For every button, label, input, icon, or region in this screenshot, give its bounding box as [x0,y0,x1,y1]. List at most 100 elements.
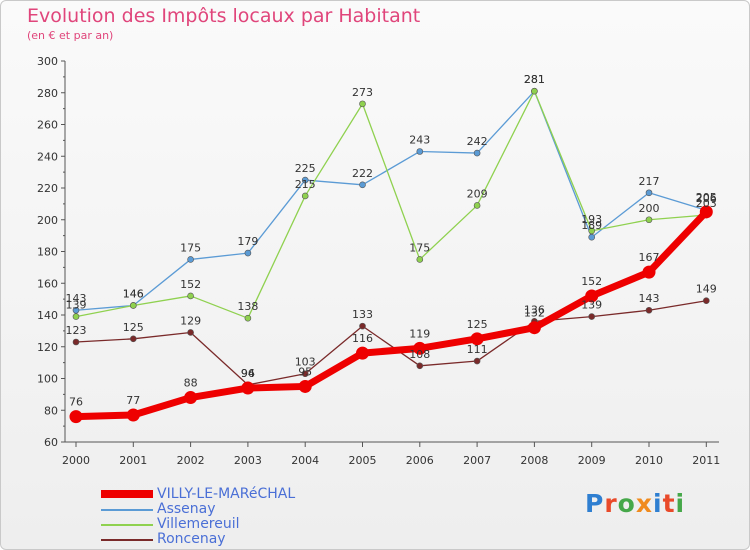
legend-label: VILLY-LE-MARéCHAL [157,486,296,502]
data-label: 111 [467,343,488,356]
data-label: 123 [66,324,87,337]
y-tick-label: 140 [37,309,58,322]
y-tick-label: 300 [37,55,58,68]
data-point [585,289,599,303]
y-tick-label: 160 [37,277,58,290]
data-label: 149 [696,283,717,296]
legend-label: Assenay [157,501,216,517]
data-point [588,313,596,320]
data-label: 138 [237,300,258,313]
data-point [359,181,366,189]
data-label: 143 [639,292,660,305]
y-tick-label: 220 [37,182,58,195]
data-point [241,381,255,395]
data-point [416,256,424,263]
data-label: 132 [524,307,545,320]
legend-label: Villemereuil [157,516,240,532]
data-point [72,306,80,314]
x-tick-label: 2009 [578,454,606,467]
x-tick-label: 2007 [463,454,491,467]
x-tick-label: 2003 [234,454,262,467]
x-tick-label: 2006 [406,454,434,467]
data-label: 175 [180,241,201,254]
data-label: 152 [180,278,201,291]
data-point [588,233,596,241]
logo-letter: i [653,489,663,518]
data-label: 203 [696,197,717,210]
data-label: 205 [696,191,717,204]
data-point [301,192,309,200]
data-label: 146 [123,287,144,300]
x-tick-label: 2001 [119,454,147,467]
data-label: 209 [467,187,488,200]
x-tick-label: 2004 [291,454,319,467]
x-tick-label: 2008 [520,454,548,467]
data-point [130,335,137,343]
data-label: 243 [409,133,430,146]
data-label: 152 [581,275,602,288]
data-label: 281 [524,73,545,86]
data-point [359,100,366,108]
data-label: 139 [66,299,87,312]
chart-subtitle: (en € et par an) [27,29,114,42]
data-label: 167 [639,251,660,264]
y-tick-label: 180 [37,246,58,259]
data-label: 273 [352,86,373,99]
data-label: 125 [467,318,488,331]
data-label: 88 [184,377,198,390]
data-point [588,227,596,235]
data-point [416,362,424,370]
y-tick-label: 200 [37,214,58,227]
data-label: 225 [295,162,316,175]
legend-swatch [101,490,153,498]
data-label: 76 [69,396,83,409]
data-point [298,379,312,393]
y-tick-label: 80 [44,404,58,417]
data-point [187,329,194,336]
x-tick-label: 2005 [349,454,377,467]
logo-letter: P [585,489,605,518]
data-point [359,322,366,330]
data-point [356,346,369,360]
data-point [473,357,481,365]
data-label: 136 [524,303,545,316]
data-point [184,391,198,405]
data-point [470,332,484,346]
data-label: 94 [241,367,255,380]
data-label: 129 [180,314,201,327]
logo-letter: i [675,489,686,518]
data-point [473,202,481,209]
data-point [645,216,653,224]
data-label: 175 [409,241,430,254]
data-point [642,265,656,279]
data-label: 119 [409,327,430,340]
series-line [75,209,709,421]
logo-letter: o [617,489,636,518]
series-line [75,90,707,311]
series-lines [69,87,713,424]
data-label: 200 [639,202,660,215]
data-label: 281 [524,73,545,86]
proxiti-logo: Proxiti [585,489,685,518]
data-label: 139 [581,299,602,312]
data-point [301,370,309,378]
y-tick-label: 260 [37,119,58,132]
axes: 60 80 100 120 140 160 180 200 220 240 260 280 300 200… [37,55,720,467]
legend-label: Roncenay [157,531,226,547]
data-point [244,249,252,257]
legend-swatch [101,524,153,526]
data-point [126,408,140,422]
data-point [413,341,427,355]
data-label: 189 [581,219,602,232]
data-point [187,292,194,300]
data-label: 143 [66,292,87,305]
data-point [527,321,541,335]
data-label: 215 [295,178,316,191]
data-label: 146 [123,287,144,300]
data-label: 242 [467,135,488,148]
data-point [699,205,713,219]
y-tick-label: 60 [44,436,58,449]
data-point [130,302,137,309]
